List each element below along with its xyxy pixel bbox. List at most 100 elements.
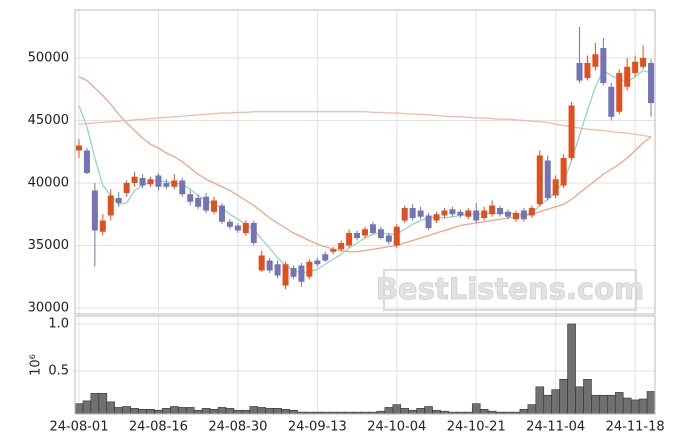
- candle-body: [425, 215, 432, 228]
- volume-bar: [273, 408, 282, 415]
- candle-body: [107, 195, 114, 216]
- volume-bar: [416, 408, 425, 415]
- volume-bar: [583, 379, 592, 415]
- y-tick-label: 45000: [28, 113, 69, 128]
- volume-bar: [177, 407, 187, 415]
- volume-bar: [257, 407, 266, 415]
- volume-bar: [74, 403, 84, 415]
- candle-body: [377, 229, 384, 238]
- volume-bar: [519, 409, 529, 415]
- volume-bar: [543, 394, 553, 415]
- volume-bar: [225, 408, 235, 415]
- y-tick-label: 0.5: [48, 363, 69, 378]
- candle-body: [139, 178, 146, 186]
- volume-bar: [114, 407, 123, 415]
- candle-body: [449, 209, 456, 215]
- volume-bar: [106, 401, 116, 415]
- candle-body: [195, 198, 202, 207]
- candle-body: [433, 214, 440, 221]
- candle-body: [632, 61, 639, 73]
- volume-bar: [630, 399, 640, 415]
- volume-bar: [408, 409, 417, 415]
- candle-body: [258, 255, 265, 271]
- watermark-box: [383, 269, 637, 311]
- candle-body: [393, 226, 400, 246]
- x-tick-label: 24-08-01: [49, 420, 108, 435]
- candle-body: [187, 194, 194, 202]
- candle-body: [75, 145, 82, 151]
- candle-body: [544, 160, 551, 198]
- candle-body: [560, 158, 567, 186]
- y-tick-label: 35000: [28, 238, 69, 253]
- volume-bar: [567, 323, 576, 415]
- y-tick-label: 1.0: [48, 316, 69, 331]
- candle-body: [568, 105, 575, 158]
- candle-body: [385, 235, 392, 242]
- candle-body: [481, 210, 488, 218]
- volume-bar: [241, 409, 251, 415]
- candle-body: [266, 260, 273, 271]
- volume-bar: [527, 404, 537, 415]
- volume-bar: [233, 409, 243, 415]
- candle-body: [99, 220, 106, 232]
- moving-average-line: [78, 76, 652, 253]
- candle-body: [298, 265, 305, 282]
- volume-bar: [122, 406, 131, 415]
- volume-frame: [74, 315, 656, 415]
- candle-body: [91, 190, 98, 231]
- plot-layer: 30000 35000 40000 45000 50000 0.5 1.0 24-08-01 2…: [28, 10, 665, 435]
- candle-body: [401, 208, 408, 221]
- volume-bar: [217, 407, 227, 415]
- y-tick-label: 30000: [28, 301, 69, 316]
- volume-bar: [209, 409, 219, 415]
- candle-body: [218, 205, 225, 222]
- candle-body: [338, 243, 345, 250]
- volume-bar: [599, 394, 608, 415]
- volume-bar: [432, 409, 441, 415]
- candle-body: [314, 260, 321, 265]
- volume-bar: [400, 408, 409, 415]
- x-tick-label: 24-11-04: [526, 420, 585, 435]
- volume-bar: [591, 394, 600, 415]
- volume-scale-label: 10⁶: [29, 354, 44, 376]
- candle-body: [234, 225, 241, 231]
- candle-body: [131, 176, 138, 183]
- x-tick-label: 24-10-21: [447, 420, 506, 435]
- candle-body: [123, 183, 130, 193]
- candle-body: [520, 210, 527, 220]
- candle-body: [115, 198, 122, 203]
- volume-bar: [551, 389, 560, 415]
- volume-bar: [614, 392, 624, 415]
- candle-body: [147, 179, 154, 185]
- volume-bar: [392, 404, 402, 415]
- candle-body: [489, 205, 496, 215]
- volume-bar: [193, 409, 203, 415]
- volume-bar: [185, 407, 195, 415]
- candle-body: [648, 63, 655, 103]
- candle-body: [330, 249, 337, 252]
- volume-bar: [170, 406, 179, 415]
- candle-body: [354, 233, 361, 238]
- candle-body: [457, 211, 464, 216]
- price-frame: [74, 9, 656, 315]
- candle-body: [306, 261, 313, 277]
- candle-body: [155, 175, 162, 187]
- candle-body: [497, 208, 504, 215]
- candle-body: [624, 66, 631, 87]
- candle-body: [242, 223, 249, 233]
- volume-bar: [646, 391, 656, 415]
- candle-body: [346, 233, 353, 246]
- moving-average-line: [78, 111, 652, 138]
- candle-body: [584, 63, 591, 78]
- volume-bar: [384, 407, 394, 415]
- volume-bar: [471, 403, 481, 415]
- volume-bar: [154, 409, 163, 415]
- volume-bar: [281, 409, 290, 415]
- candle-body: [552, 179, 559, 196]
- candle-body: [179, 180, 186, 195]
- candle-body: [417, 210, 424, 217]
- x-tick-label: 24-11-18: [606, 420, 665, 435]
- volume-bar: [638, 398, 648, 415]
